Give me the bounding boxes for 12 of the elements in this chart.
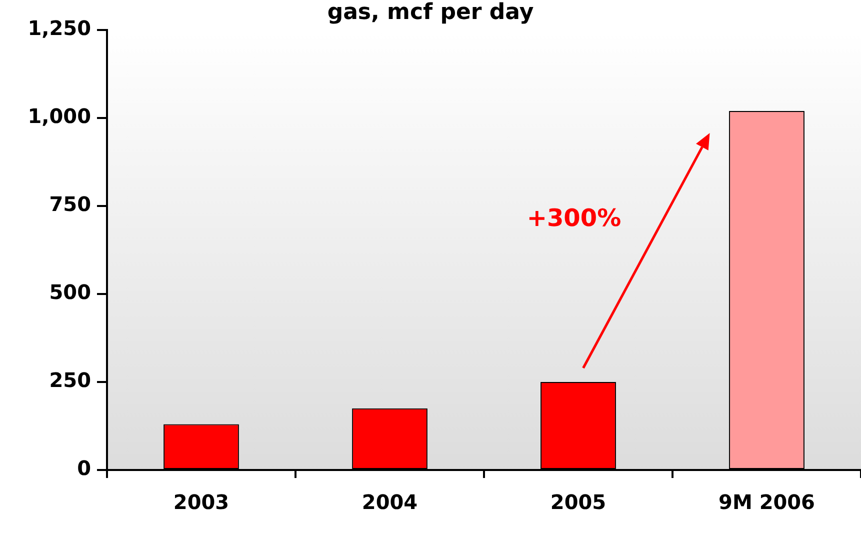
x-tick-label: 2004 [362,490,418,514]
x-tick-label: 2005 [550,490,606,514]
x-tick-label: 9M 2006 [718,490,815,514]
y-tick-label: 250 [49,368,91,392]
y-tick-label: 750 [49,192,91,216]
y-tick-label: 1,000 [28,104,91,128]
y-tick-label: 0 [77,456,91,480]
x-tick-label: 2003 [173,490,230,514]
chart-title: gas, mcf per day [327,0,534,25]
annotation: +300% [526,204,622,232]
y-tick-label: 1,250 [28,16,91,40]
y-tick-label: 500 [49,280,91,304]
